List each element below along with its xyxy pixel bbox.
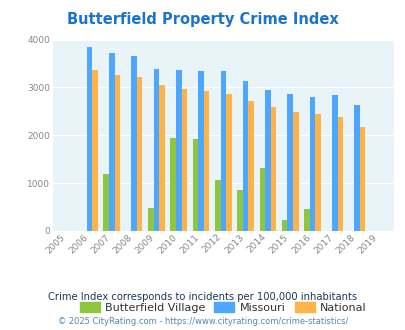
Text: Crime Index corresponds to incidents per 100,000 inhabitants: Crime Index corresponds to incidents per… <box>48 292 357 302</box>
Bar <box>248 101 253 231</box>
Bar <box>109 52 114 231</box>
Bar <box>92 70 98 231</box>
Bar <box>281 220 287 231</box>
Bar <box>303 209 309 231</box>
Bar <box>136 78 142 231</box>
Bar <box>192 139 198 231</box>
Text: Butterfield Property Crime Index: Butterfield Property Crime Index <box>67 12 338 26</box>
Legend: Butterfield Village, Missouri, National: Butterfield Village, Missouri, National <box>75 298 371 317</box>
Bar <box>359 127 364 231</box>
Bar <box>181 89 187 231</box>
Bar <box>314 114 320 231</box>
Bar <box>237 190 242 231</box>
Bar <box>309 97 314 231</box>
Bar <box>270 107 275 231</box>
Bar <box>114 75 120 231</box>
Bar <box>175 70 181 231</box>
Bar <box>148 208 153 231</box>
Bar <box>259 168 264 231</box>
Bar <box>354 105 359 231</box>
Bar <box>87 47 92 231</box>
Bar <box>264 90 270 231</box>
Bar <box>170 138 175 231</box>
Bar <box>220 71 226 231</box>
Bar <box>153 69 159 231</box>
Text: © 2025 CityRating.com - https://www.cityrating.com/crime-statistics/: © 2025 CityRating.com - https://www.city… <box>58 317 347 326</box>
Bar <box>214 180 220 231</box>
Bar <box>287 94 292 231</box>
Bar <box>337 117 342 231</box>
Bar <box>103 174 109 231</box>
Bar <box>292 112 298 231</box>
Bar <box>159 85 164 231</box>
Bar <box>331 95 337 231</box>
Bar <box>242 81 248 231</box>
Bar <box>226 94 231 231</box>
Bar <box>198 71 203 231</box>
Bar <box>203 91 209 231</box>
Bar <box>131 56 136 231</box>
